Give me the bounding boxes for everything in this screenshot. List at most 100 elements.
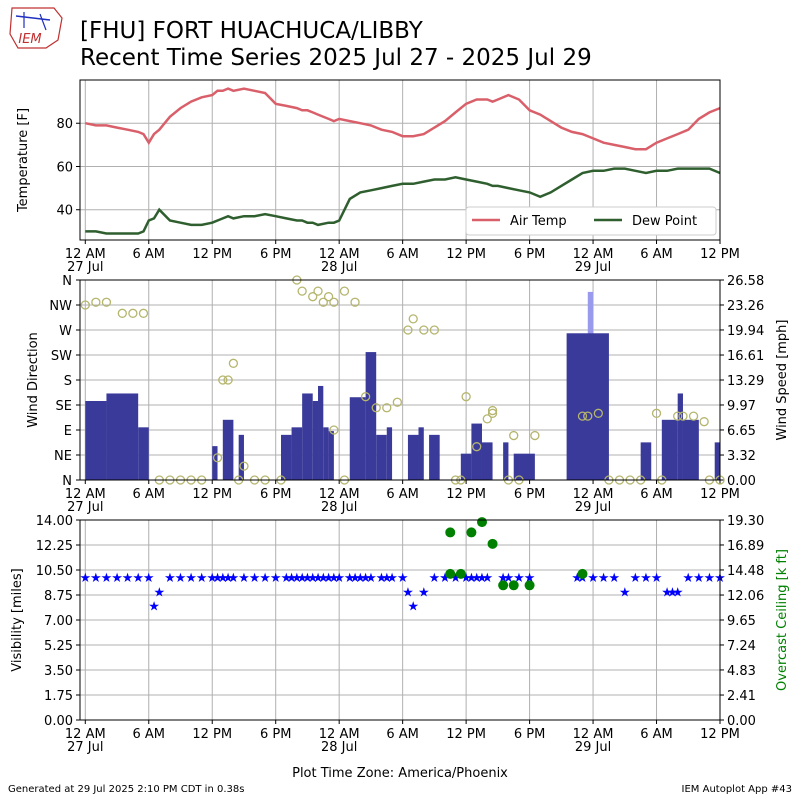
x-tick-label: 6 AM	[640, 727, 673, 742]
wind-direction-point	[371, 403, 381, 413]
wind-direction-point	[419, 325, 429, 335]
wind-speed-bar	[714, 442, 720, 480]
visibility-point: ★	[672, 585, 684, 600]
visibility-point: ★	[90, 571, 102, 586]
ceiling-point	[508, 580, 519, 591]
visibility-point: ★	[360, 571, 372, 586]
plot-frame	[79, 519, 721, 721]
visibility-point: ★	[651, 571, 663, 586]
y-tick-label-speed: 19.94	[727, 324, 764, 339]
wind-speed-bar	[318, 385, 324, 480]
visibility-point: ★	[587, 571, 599, 586]
plot-frame	[79, 79, 721, 241]
visibility-point: ★	[381, 571, 393, 586]
y-tick-label-direction: W	[59, 324, 72, 339]
y-axis-label-ceiling: Overcast Ceiling [k ft]	[775, 549, 790, 691]
y-tick-label-speed: 6.65	[727, 424, 756, 439]
legend-label-air-temp: Air Temp	[510, 214, 567, 229]
plot-frame	[79, 279, 721, 481]
y-tick-label-ceiling: 4.83	[727, 664, 756, 679]
visibility-point: ★	[206, 571, 218, 586]
wind-direction-point	[583, 411, 593, 421]
visibility-point: ★	[212, 571, 224, 586]
visibility-point: ★	[302, 571, 314, 586]
wind-speed-bar	[222, 419, 234, 480]
y-tick-label-ceiling: 9.65	[727, 614, 756, 629]
y-tick-label-direction: N	[62, 274, 72, 289]
wind-speed-bar	[376, 434, 387, 480]
wind-speed-bar	[349, 397, 366, 480]
y-tick-label: 60	[56, 160, 73, 175]
wind-direction-point	[313, 286, 323, 296]
y-tick-label: 80	[56, 117, 73, 132]
wind-direction-point	[482, 414, 492, 424]
wind-speed-bar	[85, 400, 107, 480]
ceiling-point	[577, 568, 588, 579]
y-tick-label-direction: NW	[49, 299, 72, 314]
wind-direction-point	[117, 308, 127, 318]
x-tick-date: 27 Jul	[67, 740, 103, 755]
visibility-point: ★	[280, 571, 292, 586]
wind-speed-bar	[513, 453, 520, 480]
y-tick-label-direction: E	[64, 424, 72, 439]
wind-speed-bar	[323, 427, 329, 480]
x-tick-label: 12 PM	[192, 487, 232, 502]
wind-speed-bar	[280, 434, 292, 480]
x-tick-label: 6 PM	[514, 487, 545, 502]
wind-speed-bar	[238, 434, 244, 480]
x-tick-label: 12 PM	[446, 247, 486, 262]
wind-direction-point	[487, 408, 498, 418]
visibility-point: ★	[376, 571, 388, 586]
x-tick-label: 6 AM	[133, 727, 166, 742]
wind-speed-bar	[677, 393, 683, 480]
visibility-point: ★	[630, 571, 642, 586]
wind-direction-point	[403, 325, 413, 335]
y-tick-label-visibility: 3.50	[44, 664, 73, 679]
visibility-point: ★	[466, 571, 478, 586]
wind-direction-point	[350, 297, 360, 307]
wind-direction-point	[323, 292, 334, 302]
wind-speed-bar	[365, 352, 377, 480]
visibility-point: ★	[619, 585, 631, 600]
x-tick-label: 6 AM	[386, 727, 419, 742]
y-tick-label-speed: 0.00	[727, 474, 756, 489]
visibility-point: ★	[497, 571, 509, 586]
y-tick-label-direction: SW	[51, 349, 72, 364]
y-tick-label-visibility: 12.25	[36, 539, 73, 554]
y-tick-label-visibility: 14.00	[36, 514, 73, 529]
visibility-point: ★	[476, 571, 488, 586]
wind-direction-point	[392, 397, 403, 407]
wind-direction-point	[91, 297, 101, 307]
visibility-point: ★	[296, 571, 308, 586]
dew-point-line	[85, 167, 721, 235]
x-tick-label: 12 AM	[319, 727, 360, 742]
visibility-point: ★	[503, 571, 515, 586]
wind-direction-point	[461, 392, 471, 402]
y-tick-label-direction: NE	[54, 449, 72, 464]
wind-direction-point	[408, 314, 418, 324]
x-tick-label: 6 AM	[133, 487, 166, 502]
y-tick-label-ceiling: 19.30	[727, 514, 764, 529]
y-tick-label-visibility: 1.75	[44, 689, 73, 704]
visibility-point: ★	[217, 571, 229, 586]
x-tick-label: 12 AM	[319, 487, 360, 502]
wind-direction-point	[673, 411, 683, 421]
x-tick-date: 28 Jul	[321, 740, 357, 755]
wind-direction-point	[339, 286, 350, 296]
x-tick-label: 12 AM	[319, 247, 360, 262]
visibility-point: ★	[270, 571, 282, 586]
x-tick-date: 28 Jul	[321, 260, 357, 275]
visibility-point: ★	[682, 571, 694, 586]
x-tick-label: 12 AM	[573, 487, 614, 502]
ceiling-point	[476, 517, 487, 528]
visibility-point: ★	[238, 571, 250, 586]
x-tick-label: 6 PM	[260, 727, 291, 742]
visibility-point: ★	[397, 571, 409, 586]
x-axis-label-timezone: Plot Time Zone: America/Phoenix	[292, 766, 508, 781]
x-tick-label: 12 AM	[573, 247, 614, 262]
ceiling-point	[455, 568, 466, 579]
visibility-point: ★	[704, 571, 716, 586]
visibility-point: ★	[154, 585, 166, 600]
ceiling-point	[487, 538, 498, 549]
